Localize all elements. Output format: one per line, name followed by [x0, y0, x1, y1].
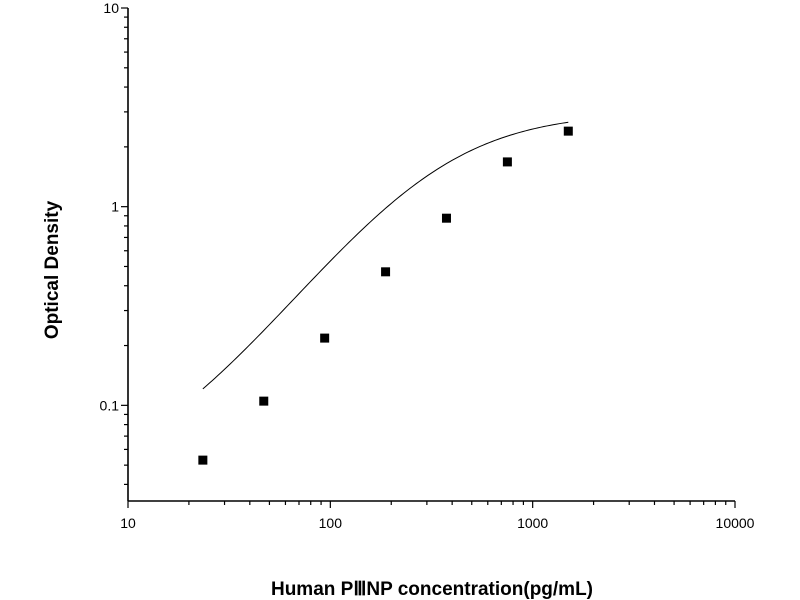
x-tick-label: 10000 — [716, 515, 755, 531]
data-point — [198, 455, 208, 465]
y-tick-label: 0.1 — [100, 397, 120, 413]
y-axis-title: Optical Density — [42, 200, 63, 339]
data-point — [320, 333, 330, 343]
fit-curve-line — [202, 121, 569, 390]
y-tick-label: 10 — [103, 0, 119, 16]
y-tick-label: 1 — [111, 199, 119, 215]
y-axis-ticks: 0.1 1 10 — [100, 0, 128, 486]
data-points — [198, 126, 573, 465]
x-axis-title: Human PⅢNP concentration(pg/mL) — [271, 579, 593, 600]
data-point — [502, 157, 512, 167]
data-point — [259, 396, 269, 406]
x-tick-label: 100 — [319, 515, 343, 531]
data-point — [441, 213, 451, 223]
data-point — [563, 126, 573, 136]
data-point — [381, 267, 391, 277]
x-axis-ticks: 10 100 1000 10000 — [120, 501, 755, 531]
x-tick-label: 10 — [120, 515, 136, 531]
x-tick-label: 1000 — [517, 515, 548, 531]
